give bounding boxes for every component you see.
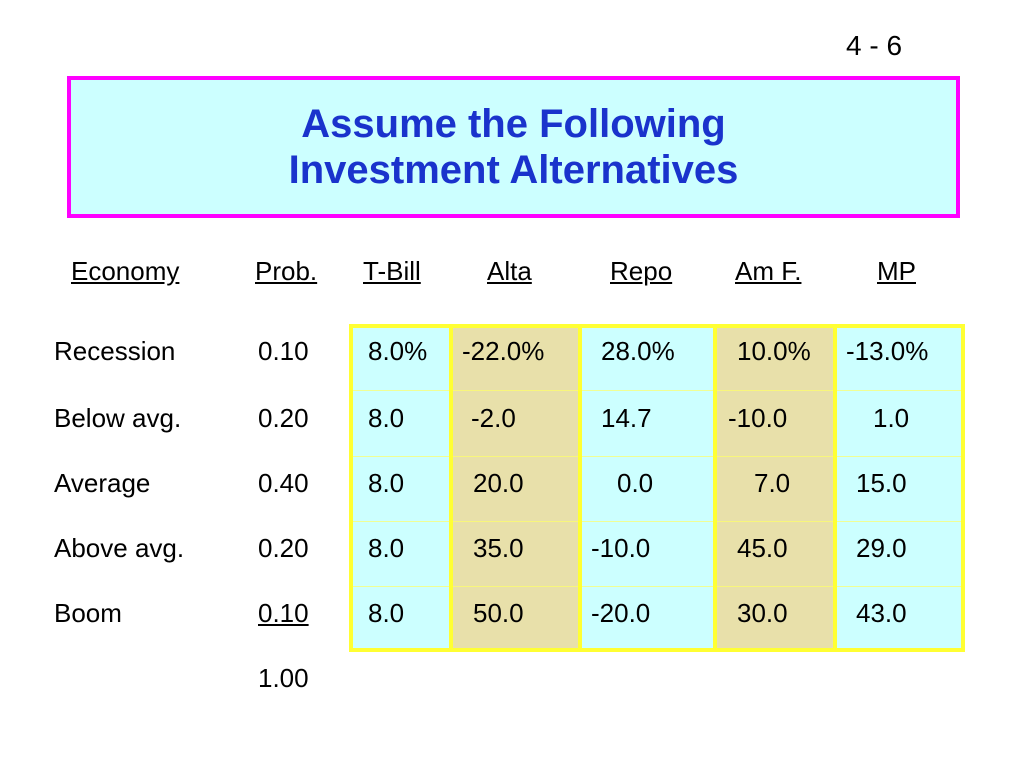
prob-value: 0.40 (258, 468, 309, 498)
repo-value: 0.0 (617, 468, 654, 498)
prob-value: 0.20 (258, 533, 309, 563)
column-divider (713, 324, 717, 651)
row-divider (349, 521, 965, 522)
mp-value: -13.0% (846, 336, 929, 366)
repo-value: -10.0 (591, 533, 651, 563)
alta-value: 20.0 (473, 468, 524, 498)
alta-column-bg (452, 324, 580, 651)
amf-value: -10.0 (728, 403, 788, 433)
header-amf: Am F. (735, 256, 802, 286)
mp-value: 1.0 (873, 403, 910, 433)
mp-column-bg (836, 324, 965, 651)
header-mp: MP (877, 256, 916, 286)
row-divider (349, 586, 965, 587)
amf-value: 7.0 (754, 468, 791, 498)
amf-value: 10.0% (737, 336, 811, 366)
title-line-2: Investment Alternatives (288, 148, 739, 192)
column-divider (449, 324, 453, 651)
amf-value: 45.0 (737, 533, 788, 563)
economy-label: Recession (54, 336, 176, 366)
tbill-value: 8.0 (368, 598, 405, 628)
tbill-value: 8.0 (368, 533, 405, 563)
title-box: Assume the Following Investment Alternat… (67, 76, 960, 218)
repo-value: 14.7 (601, 403, 652, 433)
column-divider (833, 324, 837, 651)
tbill-column-bg (349, 324, 452, 651)
economy-label: Average (54, 468, 151, 498)
tbill-value: 8.0% (368, 336, 428, 366)
returns-table-border (349, 324, 965, 652)
repo-column-bg (580, 324, 716, 651)
amf-column-bg (716, 324, 836, 651)
mp-value: 15.0 (856, 468, 907, 498)
column-divider (578, 324, 582, 651)
economy-label: Boom (54, 598, 122, 628)
alta-value: 50.0 (473, 598, 524, 628)
prob-value: 0.20 (258, 403, 309, 433)
alta-value: -2.0 (471, 403, 516, 433)
repo-value: 28.0% (601, 336, 675, 366)
alta-value: -22.0% (462, 336, 545, 366)
row-divider (349, 390, 965, 391)
header-economy: Economy (71, 256, 180, 286)
repo-value: -20.0 (591, 598, 651, 628)
prob-value: 0.10 (258, 336, 309, 366)
prob-total: 1.00 (258, 663, 309, 693)
tbill-value: 8.0 (368, 403, 405, 433)
header-tbill: T-Bill (363, 256, 421, 286)
row-divider (349, 456, 965, 457)
header-repo: Repo (610, 256, 673, 286)
mp-value: 29.0 (856, 533, 907, 563)
economy-label: Above avg. (54, 533, 185, 563)
mp-value: 43.0 (856, 598, 907, 628)
amf-value: 30.0 (737, 598, 788, 628)
page-number: 4 - 6 (846, 30, 903, 61)
header-prob: Prob. (255, 256, 318, 286)
header-alta: Alta (487, 256, 532, 286)
prob-value: 0.10 (258, 598, 309, 628)
alta-value: 35.0 (473, 533, 524, 563)
tbill-value: 8.0 (368, 468, 405, 498)
economy-label: Below avg. (54, 403, 182, 433)
title-line-1: Assume the Following (301, 102, 726, 146)
